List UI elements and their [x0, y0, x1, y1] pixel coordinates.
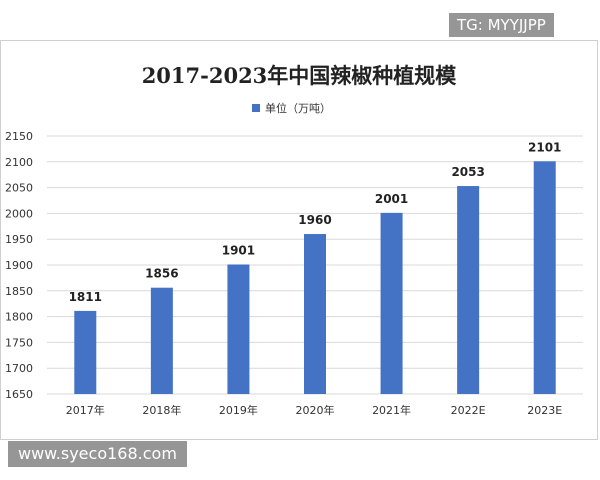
bar [304, 234, 326, 394]
y-tick-label: 2050 [5, 182, 33, 195]
data-label: 1811 [69, 290, 102, 304]
y-tick-label: 1950 [5, 233, 33, 246]
x-tick-label: 2020年 [296, 403, 335, 417]
bar [533, 161, 556, 394]
x-tick-label: 2019年 [219, 403, 258, 417]
y-tick-label: 1900 [5, 259, 33, 272]
y-tick-label: 2000 [5, 207, 33, 220]
x-tick-label: 2023E [527, 404, 562, 417]
bar [457, 186, 480, 394]
y-tick-label: 2100 [5, 156, 33, 169]
x-axis-tick-labels: 2017年 2018年 2019年 2020年 2021年 2022E 2023E [66, 403, 562, 417]
data-label: 1901 [222, 243, 255, 257]
bar [380, 212, 403, 394]
y-tick-label: 1800 [5, 311, 33, 324]
y-tick-label: 1750 [5, 336, 33, 349]
x-tick-label: 2018年 [142, 403, 181, 417]
chart-title: 2017-2023年中国辣椒种植规模 [142, 63, 458, 88]
y-tick-label: 2150 [5, 130, 33, 143]
chart-frame: 2017-2023年中国辣椒种植规模 单位（万吨） 1650 1700 1750 18… [0, 40, 598, 440]
data-label: 1960 [298, 213, 331, 227]
data-label: 2101 [528, 140, 561, 154]
bar-chart: 2017-2023年中国辣椒种植规模 单位（万吨） 1650 1700 1750 18… [5, 63, 583, 417]
data-label: 2053 [451, 165, 484, 179]
y-tick-label: 1650 [5, 388, 33, 401]
data-label: 1856 [145, 267, 178, 281]
bar [227, 264, 250, 394]
y-tick-label: 1700 [5, 362, 33, 375]
y-axis-tick-labels: 1650 1700 1750 1800 1850 1900 1950 2000 2050 2100… [5, 130, 33, 401]
watermark-top: TG: MYYJJPP [449, 13, 554, 37]
x-tick-label: 2022E [451, 404, 486, 417]
legend-swatch [252, 104, 260, 112]
bar [150, 287, 173, 394]
watermark-bottom: www.syeco168.com [8, 441, 187, 467]
bars [74, 161, 556, 394]
x-tick-label: 2021年 [372, 403, 411, 417]
x-tick-label: 2017年 [66, 403, 105, 417]
legend-label: 单位（万吨） [265, 101, 331, 115]
data-label: 2001 [375, 192, 408, 206]
y-tick-label: 1850 [5, 285, 33, 298]
bar [74, 310, 97, 394]
data-labels: 1811 1856 1901 1960 2001 2053 2101 [69, 140, 562, 304]
